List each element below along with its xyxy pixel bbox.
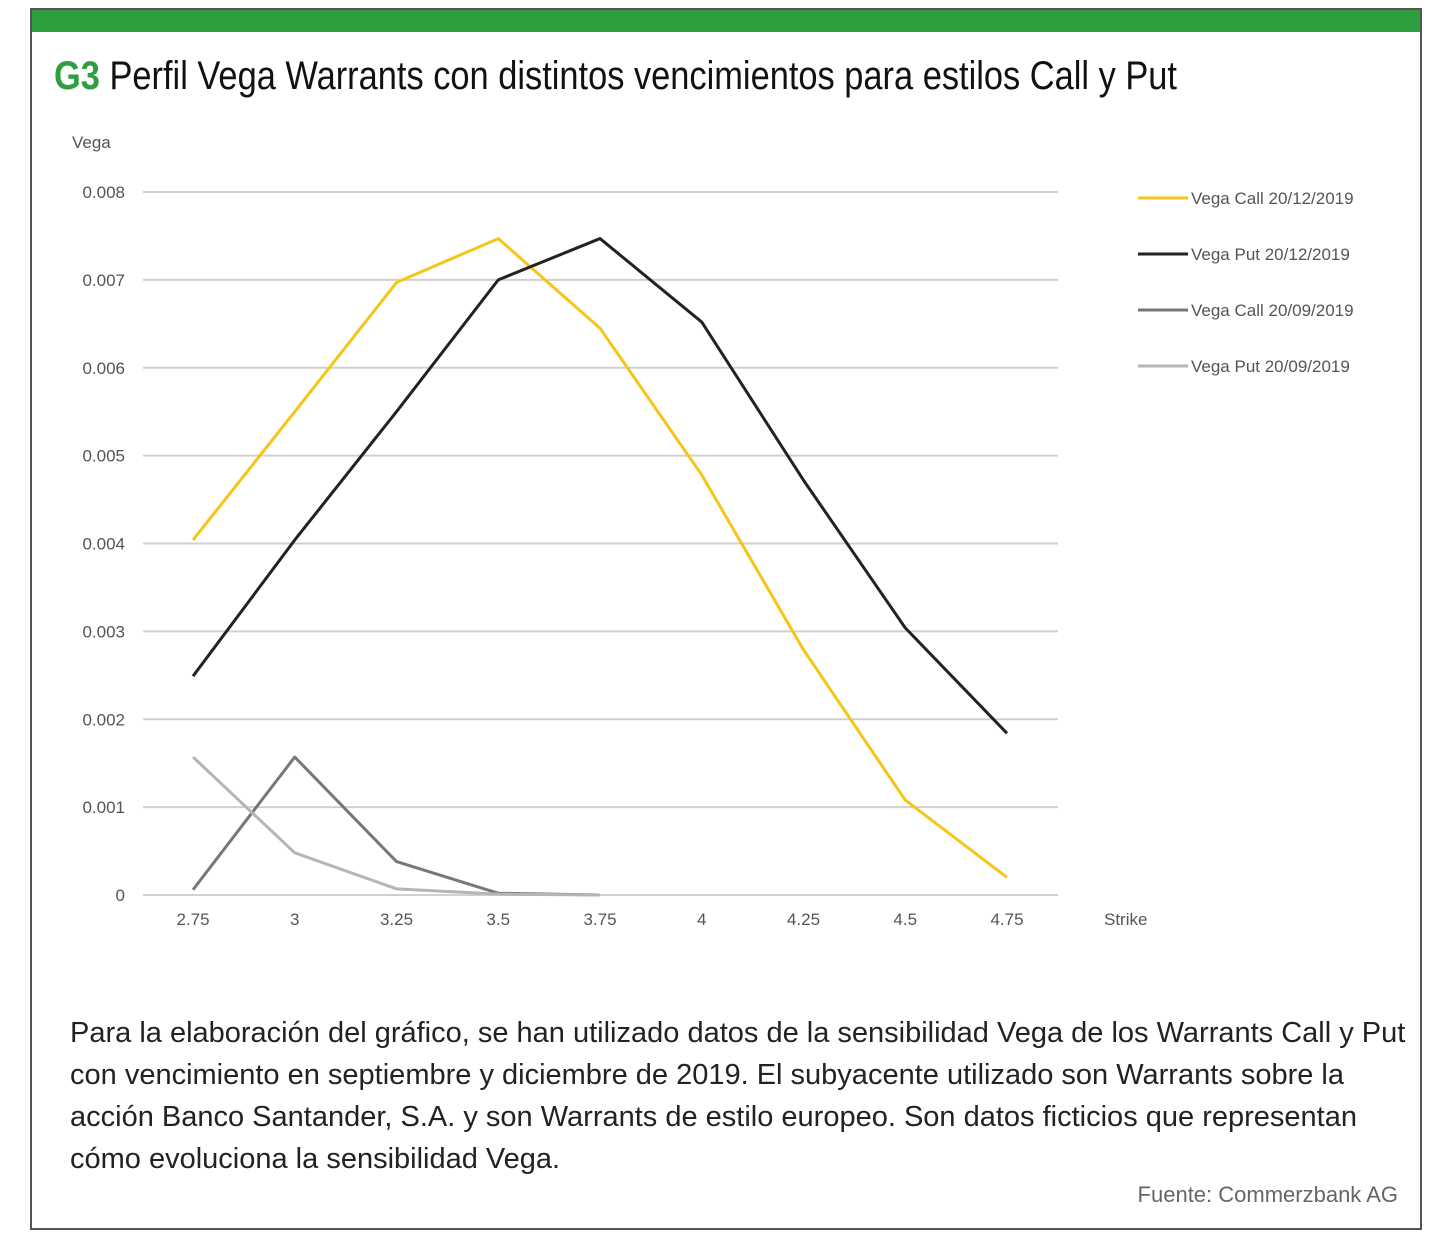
y-tick-label: 0.008 [82, 183, 125, 202]
x-tick-label: 3.75 [583, 910, 616, 929]
chart-title: G3 Perfil Vega Warrants con distintos ve… [54, 54, 1177, 99]
x-tick-label: 3 [290, 910, 299, 929]
x-tick-label: 2.75 [176, 910, 209, 929]
figure-frame: G3 Perfil Vega Warrants con distintos ve… [30, 8, 1422, 1230]
y-tick-label: 0.001 [82, 798, 125, 817]
y-tick-label: 0.007 [82, 271, 125, 290]
x-tick-label: 3.5 [486, 910, 510, 929]
figure-code: G3 [54, 54, 100, 98]
y-tick-label: 0.005 [82, 447, 125, 466]
caption: Para la elaboración del gráfico, se han … [70, 1017, 1406, 1175]
y-tick-label: 0 [116, 886, 125, 905]
series-line [191, 237, 1009, 735]
source-note: Fuente: Commerzbank AG [1137, 1182, 1398, 1207]
y-tick-label: 0.003 [82, 622, 125, 641]
x-axis-label: Strike [1104, 910, 1147, 929]
legend-label: Vega Call 20/12/2019 [1191, 189, 1354, 208]
header-bar [32, 10, 1420, 32]
y-tick-label: 0.002 [82, 710, 125, 729]
x-tick-label: 4.5 [893, 910, 917, 929]
y-tick-label: 0.006 [82, 359, 125, 378]
y-axis-label: Vega [72, 133, 111, 152]
x-tick-label: 4.25 [787, 910, 820, 929]
series-line [191, 755, 601, 897]
title-text: Perfil Vega Warrants con distintos venci… [109, 54, 1177, 98]
x-tick-label: 4 [697, 910, 706, 929]
line-chart: 0 0.001 0.002 0.003 0.004 0.005 0.006 0.007 0.00… [72, 133, 1354, 929]
legend-label: Vega Put 20/09/2019 [1191, 357, 1350, 376]
series-line [191, 237, 1008, 879]
y-tick-label: 0.004 [82, 535, 125, 554]
x-tick-label: 3.25 [380, 910, 413, 929]
legend-label: Vega Call 20/09/2019 [1191, 301, 1354, 320]
legend-label: Vega Put 20/12/2019 [1191, 245, 1350, 264]
series-line [191, 755, 601, 897]
x-tick-label: 4.75 [990, 910, 1023, 929]
